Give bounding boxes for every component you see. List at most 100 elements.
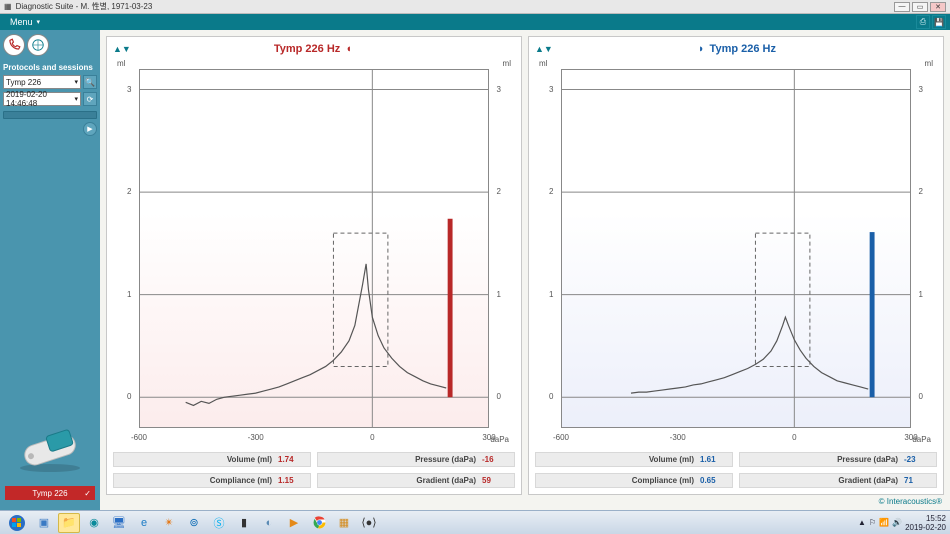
x-tick-label: 0 [370,433,374,442]
x-tick-label: -600 [131,433,147,442]
result-compliance: Compliance (ml) 1.15 [113,473,311,488]
y-unit-right: ml [503,59,511,68]
x-tick-label: -300 [248,433,264,442]
active-protocol-label: Tymp 226 [32,489,67,498]
taskbar-explorer-icon[interactable]: 📁 [58,513,80,533]
protocol-select[interactable]: Tymp 226 [3,75,81,89]
y-tick-label: 3 [549,85,553,94]
system-tray[interactable]: ▲ ⚐ 📶 🔊 15:52 2019-02-20 [858,514,946,532]
tray-volume-icon[interactable]: 🔊 [892,518,902,527]
tray-up-icon[interactable]: ▲ [858,518,866,527]
mode-tabs [3,34,97,56]
plot-right-ear: ml ml daPa 00112233-600-3000300 [123,61,505,442]
y-unit-right: ml [925,59,933,68]
taskbar-skype-icon[interactable]: Ⓢ [208,513,230,533]
taskbar-icon[interactable]: ▦ [333,513,355,533]
y-tick-label: 1 [497,290,501,299]
chart-title-text: Tymp 226 Hz [710,43,776,55]
x-tick-label: 300 [482,433,495,442]
protocols-label: Protocols and sessions [3,63,97,72]
chart-title-left: ◗ Tymp 226 Hz [553,43,919,55]
progress-bar [3,111,97,119]
content-area: ▲▼ Tymp 226 Hz ◖ ml ml daPa 00112233-600… [100,30,950,510]
right-ear-icon: ◖ [345,43,352,55]
main-area: Protocols and sessions Tymp 226 🔍 2019-0… [0,30,950,510]
app-icon: ▦ [4,2,12,11]
y-tick-label: 3 [127,85,131,94]
menubar: Menu ⎙ 💾 [0,14,950,30]
menu-button[interactable]: Menu [4,16,50,28]
plot-left-ear: ml ml daPa 00112233-600-3000300 [545,61,927,442]
session-refresh-button[interactable]: ⟳ [83,92,97,106]
y-tick-label: 3 [497,85,501,94]
chart-scale-arrows[interactable]: ▲▼ [113,44,131,54]
protocol-search-button[interactable]: 🔍 [83,75,97,89]
y-unit-left: ml [539,59,547,68]
taskbar-icon[interactable]: ✴ [158,513,180,533]
chart-title-right: Tymp 226 Hz ◖ [131,43,497,55]
y-tick-label: 0 [127,392,131,401]
chart-scale-arrows[interactable]: ▲▼ [535,44,553,54]
session-select[interactable]: 2019-02-20 14:46:48 [3,92,81,106]
y-unit-left: ml [117,59,125,68]
x-tick-label: -300 [670,433,686,442]
result-pressure: Pressure (daPa) -23 [739,452,937,467]
window-title: Diagnostic Suite - M. 性별, 1971-03-23 [16,1,153,12]
tab-phone-icon[interactable] [3,34,25,56]
taskbar-app-icon[interactable]: ⟨●⟩ [358,513,380,533]
taskbar-hp-icon[interactable]: ⊚ [183,513,205,533]
result-gradient: Gradient (daPa) 71 [739,473,937,488]
taskbar-ie-icon[interactable]: e [133,513,155,533]
taskbar-media-icon[interactable]: ▶ [283,513,305,533]
y-tick-label: 1 [127,290,131,299]
chart-panel-right-ear: ▲▼ Tymp 226 Hz ◖ ml ml daPa 00112233-600… [106,36,522,495]
save-button[interactable]: 💾 [932,15,946,29]
taskbar-icon[interactable]: 🖥 [108,513,130,533]
chart-panel-left-ear: ▲▼ ◗ Tymp 226 Hz ml ml daPa 00112233-600… [528,36,944,495]
taskbar-icon[interactable]: ◉ [83,513,105,533]
taskbar-icon[interactable]: ▮ [233,513,255,533]
x-tick-label: 0 [792,433,796,442]
result-volume: Volume (ml) 1.61 [535,452,733,467]
y-tick-label: 0 [919,392,923,401]
y-tick-label: 2 [497,187,501,196]
tray-clock[interactable]: 15:52 2019-02-20 [905,514,946,532]
y-tick-label: 2 [127,187,131,196]
taskbar-icon[interactable]: ◐ [258,513,280,533]
y-tick-label: 0 [497,392,501,401]
chart-title-text: Tymp 226 Hz [274,43,340,55]
play-button[interactable]: ▶ [83,122,97,136]
window-titlebar: ▦ Diagnostic Suite - M. 性별, 1971-03-23 —… [0,0,950,14]
left-ear-icon: ◗ [698,43,705,55]
results-right-ear: Volume (ml) 1.74 Pressure (daPa) -16 Com… [113,448,515,488]
x-tick-label: 300 [904,433,917,442]
tray-network-icon[interactable]: 📶 [879,518,889,527]
print-button[interactable]: ⎙ [916,15,930,29]
y-tick-label: 2 [549,187,553,196]
tray-flag-icon[interactable]: ⚐ [869,518,876,527]
y-tick-label: 2 [919,187,923,196]
tab-grid-icon[interactable] [27,34,49,56]
tray-time: 15:52 [905,514,946,523]
x-tick-label: -600 [553,433,569,442]
sidebar: Protocols and sessions Tymp 226 🔍 2019-0… [0,30,100,510]
result-compliance: Compliance (ml) 0.65 [535,473,733,488]
minimize-button[interactable]: — [894,2,910,12]
y-tick-label: 1 [919,290,923,299]
session-select-value: 2019-02-20 14:46:48 [6,90,74,108]
close-button[interactable]: ✕ [930,2,946,12]
taskbar-icon[interactable]: ▣ [33,513,55,533]
result-volume: Volume (ml) 1.74 [113,452,311,467]
charts-row: ▲▼ Tymp 226 Hz ◖ ml ml daPa 00112233-600… [106,36,944,495]
device-image [10,426,90,477]
active-protocol-tab[interactable]: Tymp 226 [5,486,95,500]
protocol-select-value: Tymp 226 [6,78,41,87]
result-gradient: Gradient (daPa) 59 [317,473,515,488]
start-button[interactable] [4,513,30,533]
y-tick-label: 3 [919,85,923,94]
brand-footer: © Interacoustics® [106,495,944,506]
y-tick-label: 1 [549,290,553,299]
taskbar: ▣ 📁 ◉ 🖥 e ✴ ⊚ Ⓢ ▮ ◐ ▶ ▦ ⟨●⟩ ▲ ⚐ 📶 🔊 15:5… [0,510,950,534]
maximize-button[interactable]: ▭ [912,2,928,12]
taskbar-chrome-icon[interactable] [308,513,330,533]
